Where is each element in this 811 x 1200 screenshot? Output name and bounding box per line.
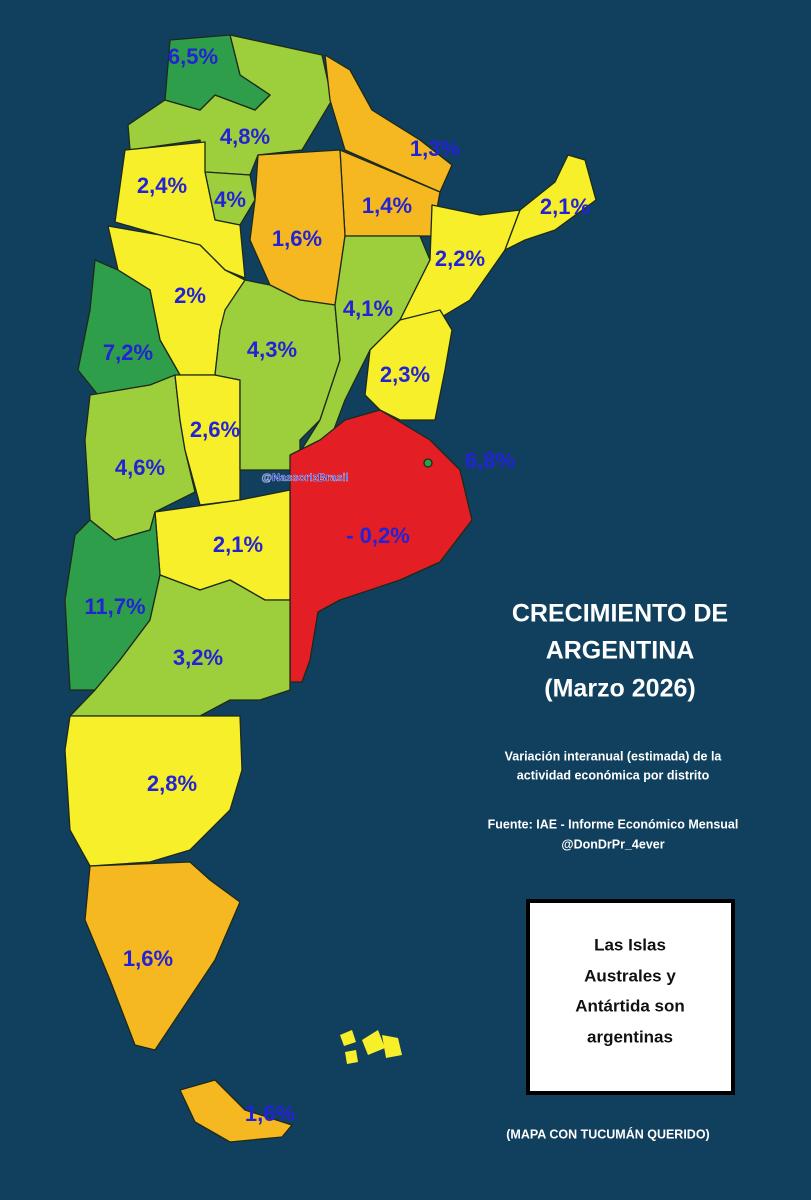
title-line: ARGENTINA [546,637,695,665]
province [423,458,433,468]
region-label: - 0,2% [346,523,410,548]
province [289,409,473,683]
watermark: @NassorIzBrasil [261,472,348,484]
region-label: 3,2% [173,645,223,670]
note-box [526,899,735,1095]
province [69,574,291,717]
region-label: 1,4% [362,193,412,218]
region-label: 1,6% [245,1101,295,1126]
region-label: 2,1% [540,194,590,219]
provinces [64,34,597,1143]
region-label: 4% [214,187,246,212]
province [114,141,246,279]
region-label: 2,1% [213,532,263,557]
region-label: 4,8% [220,124,270,149]
region-label: 1,6% [123,946,173,971]
province [84,374,196,541]
island [345,1050,358,1064]
note-line: argentinas [587,1027,673,1046]
region-label: 2,4% [137,173,187,198]
region-label: 2,2% [435,246,485,271]
region-label: 2,6% [190,417,240,442]
note-line: Australes y [584,966,676,985]
subtitle-line: actividad económica por distrito [517,768,710,782]
province [214,279,341,471]
subtitle-line: Variación interanual (estimada) de la [505,749,723,763]
province [84,861,241,1051]
region-label: 2,8% [147,771,197,796]
island [362,1030,385,1055]
region-label: 1,6% [272,226,322,251]
island [340,1030,356,1046]
note-line: Las Islas [594,935,666,954]
region-label: 4,1% [343,296,393,321]
region-label: 2,3% [380,362,430,387]
province [399,204,521,321]
island [382,1035,402,1058]
province [299,235,431,453]
province [64,715,243,867]
region-label: 1,3% [410,136,460,161]
region-label: 6,8% [465,448,515,473]
region-label: 7,2% [103,340,153,365]
note-line: Antártida son [575,996,685,1015]
source-line: @DonDrPr_4ever [561,837,664,851]
region-label: 6,5% [168,44,218,69]
footer: (MAPA CON TUCUMÁN QUERIDO) [506,1126,709,1141]
province [504,154,597,251]
region-label: 11,7% [84,594,145,619]
region-labels: 6,5% 4,8% 1,3% 2,4% 4% 1,6% 1,4% 2,1% 2,… [84,44,590,1126]
province [164,34,271,111]
source-line: Fuente: IAE - Informe Económico Mensual [488,817,739,831]
title-line: CRECIMIENTO DE [512,600,728,628]
region-label: 4,3% [247,337,297,362]
province [324,54,453,193]
province [364,309,453,421]
region-label: 4,6% [115,455,165,480]
title-line: (Marzo 2026) [544,675,695,703]
province [179,1079,293,1143]
region-label: 2% [174,283,206,308]
islands [340,1030,402,1064]
